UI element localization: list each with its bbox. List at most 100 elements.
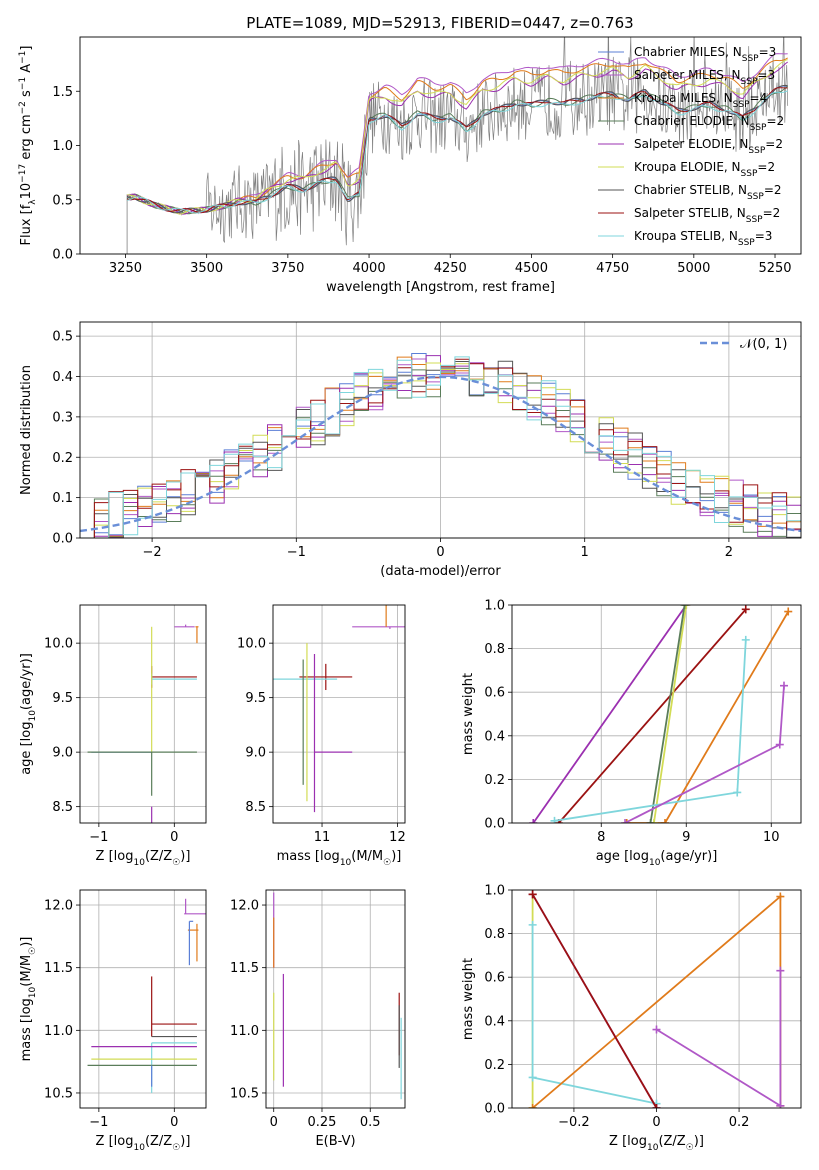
y-tick-label: 0.0 — [52, 532, 73, 547]
x-tick-label: −1 — [89, 1115, 108, 1130]
y-tick-label: 10.5 — [230, 1086, 259, 1101]
x-axis-label: wavelength [Angstrom, rest frame] — [326, 280, 555, 295]
weight-line-2 — [558, 608, 747, 823]
weight-marker-6-2 — [733, 788, 742, 797]
y-tick-label: 1.5 — [52, 85, 73, 100]
weight-vs-age-frame — [511, 604, 802, 824]
y-tick-label: 8.5 — [245, 800, 266, 815]
legend-label-1: Chabrier MILES, NSSP=3 — [634, 45, 776, 64]
y-tick-label: 12.0 — [230, 899, 259, 914]
x-tick-label: 4250 — [434, 261, 467, 276]
y-tick-label: 0.2 — [484, 773, 505, 788]
weight-marker-2-2 — [528, 1073, 537, 1082]
age-vs-mass-frame — [272, 604, 406, 824]
y-tick-label: 0.5 — [52, 193, 73, 208]
weight-marker-7-2 — [775, 740, 784, 749]
x-tick-label: 0 — [170, 830, 178, 845]
legend-label-8: Salpeter STELIB, NSSP=2 — [634, 206, 780, 225]
legend-label-5: Salpeter ELODIE, NSSP=2 — [634, 137, 783, 156]
y-tick-label: 12.0 — [44, 899, 73, 914]
x-tick-label: 3250 — [109, 261, 142, 276]
x-tick-label: −0.2 — [558, 1115, 590, 1130]
y-tick-label: 0.4 — [484, 729, 505, 744]
mass-vs-ebv-plot-area — [273, 892, 402, 1100]
y-tick-label: 0.0 — [484, 1102, 505, 1117]
x-tick-label: 3500 — [190, 261, 223, 276]
weight-marker-7-1 — [621, 819, 630, 823]
residual-histogram-frame — [79, 321, 802, 539]
legend-label-7: Chabrier STELIB, NSSP=2 — [634, 183, 782, 202]
model-line-8 — [126, 87, 788, 214]
x-tick-label: 3750 — [271, 261, 304, 276]
weight-marker-4-2 — [682, 605, 691, 609]
normal-reference-curve — [80, 375, 801, 533]
weight-marker-5-1 — [646, 819, 655, 823]
residual-histogram-chart: −2 −1 0 1 2 0.0 0.1 0.2 0.3 0.4 0.5 (data-model)/er… — [19, 321, 802, 579]
legend-label-2: Salpeter MILES, NSSP=3 — [634, 68, 775, 87]
y-tick-label: 0.0 — [484, 817, 505, 832]
weight-line-5 — [649, 605, 686, 823]
x-axis-label: E(B-V) — [315, 1134, 355, 1149]
y-tick-label: 0.2 — [484, 1058, 505, 1073]
y-tick-label: 11.0 — [44, 1024, 73, 1039]
model-line-6 — [127, 59, 788, 215]
y-axis-label: Flux [fλ10−17 erg cm−2 s−1 A−1] — [18, 46, 38, 246]
spectrum-frame — [79, 36, 802, 255]
y-axis-label: mass weight — [461, 673, 476, 755]
x-tick-label: 0 — [170, 1115, 178, 1130]
mass-vs-ebv-frame — [265, 889, 406, 1109]
y-tick-label: 8.5 — [52, 800, 73, 815]
weight-line-6 — [554, 639, 747, 822]
x-tick-label: 5000 — [677, 261, 710, 276]
age-vs-Z-frame — [79, 604, 207, 824]
y-tick-label: 0.0 — [52, 248, 73, 263]
x-tick-label: 10 — [763, 830, 780, 845]
y-tick-label: 10.0 — [44, 637, 73, 652]
age-vs-Z-plot-area — [87, 624, 199, 823]
x-axis-label: Z [log10(Z/Z☉)] — [96, 1134, 191, 1153]
y-tick-label: 11.5 — [44, 961, 73, 976]
legend-label-3: Kroupa MILES, NSSP=4 — [634, 91, 767, 110]
weight-marker-6-3 — [741, 635, 750, 644]
weight-marker-3-3 — [784, 607, 793, 616]
x-tick-label: 11 — [314, 830, 331, 845]
y-tick-label: 9.5 — [245, 691, 266, 706]
mass-vs-Z-chart: −1 0 10.5 11.0 11.5 12.0 Z [log10(Z/Z☉)] mass [… — [19, 889, 207, 1153]
x-tick-label: −1 — [89, 830, 108, 845]
y-tick-label: 0.1 — [52, 491, 73, 506]
x-tick-label: 2 — [725, 545, 733, 560]
x-tick-label: −1 — [287, 545, 306, 560]
x-tick-label: 0 — [436, 545, 444, 560]
weight-line-1 — [532, 605, 688, 823]
y-tick-label: 0.4 — [52, 370, 73, 385]
spectrum-legend: Chabrier MILES, NSSP=3 Salpeter MILES, NS… — [598, 45, 784, 248]
age-vs-mass-chart: 11 12 8.5 9.0 9.5 10.0 mass [log10(M/M☉)] — [237, 604, 406, 868]
y-tick-label: 1.0 — [52, 139, 73, 154]
weight-marker-1-1 — [529, 819, 538, 823]
weight-vs-Z-plot-area — [528, 890, 785, 1108]
weight-marker-7-3 — [780, 681, 788, 690]
y-tick-label: 0.3 — [52, 410, 73, 425]
model-line-2 — [127, 53, 788, 214]
x-tick-label: 4750 — [596, 261, 629, 276]
x-axis-label: (data-model)/error — [380, 564, 501, 579]
y-tick-label: 9.5 — [52, 691, 73, 706]
y-tick-label: 0.5 — [52, 330, 73, 345]
y-tick-label: 0.6 — [484, 686, 505, 701]
y-tick-label: 0.8 — [484, 642, 505, 657]
weight-marker-5-2 — [680, 605, 689, 609]
mass-vs-Z-plot-area — [87, 898, 206, 1093]
residual-histogram-plot-area — [80, 353, 801, 538]
y-tick-label: 1.0 — [484, 599, 505, 614]
weight-vs-Z-chart: −0.2 0 0.2 0.0 0.2 0.4 0.6 0.8 1.0 Z [log10(Z/Z☉)… — [461, 884, 802, 1153]
weight-marker-6-2 — [652, 1104, 661, 1108]
x-axis-label: Z [log10(Z/Z☉)] — [96, 849, 191, 868]
x-axis-label: age [log10(age/yr)] — [596, 849, 718, 868]
spectrum-plot-area — [126, 37, 789, 254]
figure-title: PLATE=1089, MJD=52913, FIBERID=0447, z=0… — [246, 14, 633, 32]
x-axis-label: Z [log10(Z/Z☉)] — [609, 1134, 704, 1153]
age-vs-Z-chart: −1 0 8.5 9.0 9.5 10.0 Z [log10(Z/Z☉)] age [log1… — [19, 604, 207, 868]
weight-vs-Z-frame — [511, 889, 802, 1109]
age-vs-mass-plot-area — [273, 605, 405, 813]
